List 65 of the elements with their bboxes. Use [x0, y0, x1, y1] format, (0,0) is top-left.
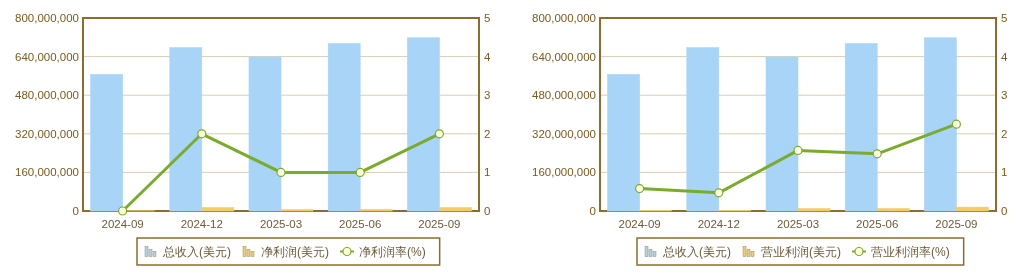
- legend-label: 总收入(美元): [662, 244, 731, 259]
- bar: [201, 207, 235, 212]
- x-tick-label: 2025-03: [259, 218, 303, 230]
- bar: [686, 47, 720, 212]
- y-tick-label: 160,000,000: [15, 166, 79, 179]
- x-tick-label: 2024-12: [697, 218, 740, 230]
- point: [276, 167, 286, 177]
- point: [872, 149, 882, 159]
- x-tick-label: 2025-09: [418, 218, 461, 230]
- x-tick-label: 2024-09: [618, 218, 661, 230]
- point: [197, 129, 207, 139]
- bar: [90, 74, 123, 212]
- bar: [797, 208, 831, 212]
- y-tick-label: 480,000,000: [532, 89, 596, 102]
- point: [355, 167, 365, 177]
- bar: [248, 56, 282, 212]
- y2-tick-label: 1: [1001, 166, 1008, 179]
- y-tick-label: 0: [72, 205, 79, 217]
- bar: [765, 56, 799, 212]
- y2-tick-label: 2: [1001, 127, 1008, 140]
- y-tick-label: 320,000,000: [15, 127, 79, 140]
- bar: [876, 208, 910, 212]
- bar: [407, 37, 440, 212]
- bar: [169, 47, 203, 212]
- y2-tick-label: 4: [484, 50, 491, 63]
- x-tick-label: 2025-03: [776, 218, 820, 230]
- bar: [844, 43, 878, 212]
- bar: [956, 206, 989, 212]
- point: [714, 188, 724, 198]
- legend-label: 净利润(美元): [261, 244, 329, 259]
- y2-tick-label: 1: [484, 166, 491, 179]
- y-tick-label: 0: [589, 205, 596, 217]
- y2-tick-label: 4: [1001, 50, 1008, 63]
- y2-tick-label: 5: [484, 12, 491, 24]
- bar: [439, 207, 472, 212]
- legend-label: 营业利润率(%): [871, 244, 950, 259]
- y-tick-label: 320,000,000: [532, 127, 596, 140]
- y2-tick-label: 0: [1001, 205, 1008, 217]
- point: [118, 206, 128, 216]
- point: [951, 119, 961, 129]
- y2-tick-label: 3: [484, 89, 491, 102]
- x-tick-label: 2025-06: [339, 218, 382, 230]
- y-tick-label: 640,000,000: [532, 50, 596, 63]
- y2-tick-label: 2: [484, 127, 491, 140]
- y-tick-label: 480,000,000: [15, 89, 79, 102]
- x-tick-label: 2024-09: [101, 218, 144, 230]
- y-tick-label: 160,000,000: [532, 166, 596, 179]
- point: [434, 129, 444, 139]
- y-tick-label: 640,000,000: [15, 50, 79, 63]
- y-tick-label: 800,000,000: [532, 12, 596, 24]
- point: [635, 184, 645, 194]
- bar: [327, 43, 361, 212]
- x-tick-label: 2025-06: [856, 218, 899, 230]
- bar: [924, 37, 957, 212]
- legend-label: 总收入(美元): [162, 244, 231, 259]
- legend-label: 营业利润(美元): [761, 244, 841, 259]
- point: [793, 145, 803, 155]
- x-tick-label: 2025-09: [935, 218, 978, 230]
- bar: [607, 74, 640, 212]
- y2-tick-label: 3: [1001, 89, 1008, 102]
- y2-tick-label: 0: [484, 205, 491, 217]
- y2-tick-label: 5: [1001, 12, 1008, 24]
- y-tick-label: 800,000,000: [15, 12, 79, 24]
- legend-label: 净利润率(%): [359, 244, 426, 259]
- x-tick-label: 2024-12: [180, 218, 223, 230]
